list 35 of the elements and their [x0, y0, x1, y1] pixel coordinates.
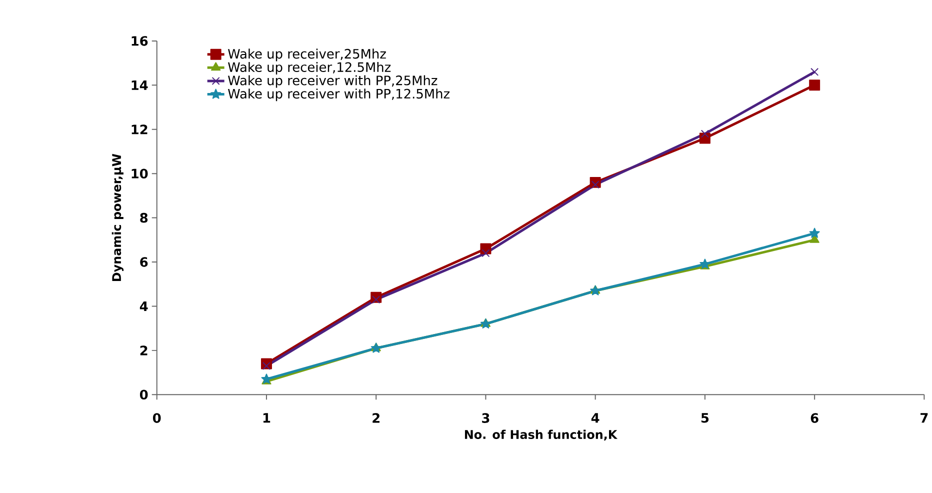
y-tick-label: 6 — [140, 257, 148, 268]
y-tick-label: 8 — [140, 213, 148, 223]
x-tick-label: 5 — [701, 413, 709, 423]
legend-label: Wake up receiver,25Mhz — [228, 48, 386, 62]
point — [809, 80, 820, 91]
point — [591, 180, 600, 189]
y-tick-label: 2 — [140, 346, 148, 356]
point — [262, 362, 271, 370]
x-tick-label: 3 — [482, 413, 490, 424]
y-tick-label: 10 — [132, 168, 148, 179]
x-tick-label: 2 — [372, 413, 380, 423]
x-tick-label: 6 — [810, 413, 818, 424]
y-tick-label: 0 — [140, 390, 148, 400]
x-tick-label: 0 — [152, 413, 161, 424]
y-tick-label: 4 — [140, 302, 148, 312]
point — [809, 228, 820, 238]
x-tick-label: 4 — [591, 413, 600, 423]
point — [261, 374, 272, 384]
legend-label: Wake up receiver with PP,12.5Mhz — [228, 88, 450, 102]
point — [700, 258, 710, 269]
legend-label: Wake up receiver with PP,25Mhz — [228, 76, 438, 88]
point — [372, 296, 380, 304]
point — [700, 130, 709, 138]
x-axis-title: No. of Hash function,K — [464, 430, 618, 441]
x-tick-label: 1 — [263, 413, 270, 423]
y-tick-label: 14 — [132, 80, 148, 90]
point — [810, 234, 820, 244]
point — [699, 132, 710, 144]
y-axis-title: Dynamic power,µW — [112, 154, 124, 282]
y-tick-label: 12 — [132, 124, 148, 134]
x-tick-label: 7 — [920, 413, 928, 423]
y-tick-label: 16 — [132, 36, 148, 46]
point — [810, 68, 819, 76]
legend-label: Wake up receier,12.5Mhz — [228, 62, 391, 75]
point — [482, 249, 490, 258]
